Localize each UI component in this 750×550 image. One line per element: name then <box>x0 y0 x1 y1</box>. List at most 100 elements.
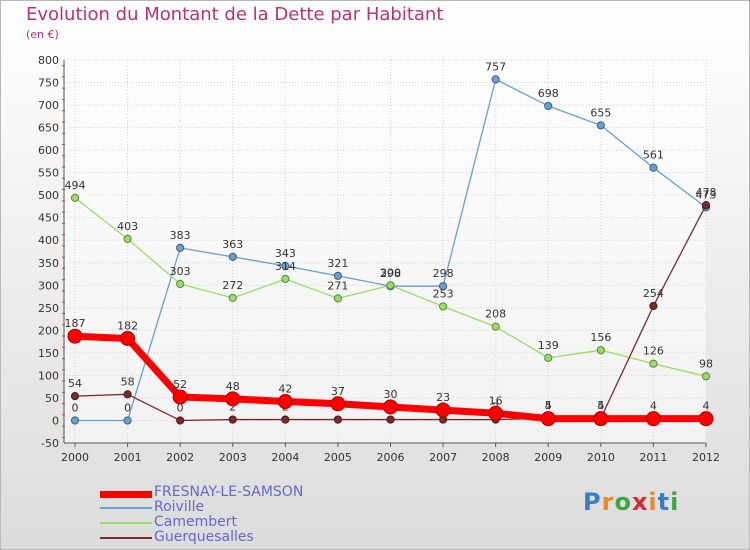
chart-title: Evolution du Montant de la Dette par Hab… <box>26 4 444 25</box>
y-tick-label: 300 <box>38 279 59 292</box>
y-tick-label: 150 <box>38 347 59 360</box>
data-label-roiville: 473 <box>696 188 717 201</box>
data-point-roiville <box>228 252 237 262</box>
y-tick-label: 450 <box>38 212 59 225</box>
data-label-roiville: 0 <box>72 401 79 414</box>
data-point-roiville <box>70 416 80 425</box>
data-point-camembert <box>123 234 132 243</box>
x-tick-label: 2001 <box>114 451 142 464</box>
data-point-camembert <box>701 372 711 381</box>
data-point-roiville <box>596 121 605 130</box>
proxiti-logo: Proxiti <box>583 488 679 516</box>
y-tick-label: 250 <box>38 302 59 315</box>
data-label-guerquesalles: 2 <box>229 401 236 414</box>
y-tick-label: 650 <box>38 122 59 135</box>
logo-letter: t <box>657 488 671 516</box>
data-point-roiville <box>281 261 290 271</box>
data-point-roiville <box>649 163 658 172</box>
x-tick-label: 2000 <box>61 451 89 464</box>
data-point-roiville <box>544 101 553 111</box>
data-label-camembert: 208 <box>485 308 506 321</box>
data-label-fresnay-le-samson: 4 <box>650 400 657 413</box>
data-point-camembert <box>386 281 395 290</box>
y-tick-label: 0 <box>52 414 59 427</box>
y-tick-label: 350 <box>38 257 59 270</box>
data-point-camembert <box>333 294 343 303</box>
logo-letter: o <box>614 488 632 516</box>
y-tick-label: 750 <box>38 77 59 90</box>
data-point-guerquesalles <box>176 416 185 425</box>
data-point-camembert <box>596 346 605 355</box>
data-label-roiville: 0 <box>124 401 131 414</box>
data-label-roiville: 321 <box>327 257 348 270</box>
x-tick-label: 2005 <box>324 451 352 464</box>
legend-swatch <box>100 490 152 498</box>
data-label-fresnay-le-samson: 4 <box>703 400 710 413</box>
data-label-camembert: 272 <box>222 279 243 292</box>
data-label-camembert: 156 <box>590 331 611 344</box>
chart-subtitle: (en €) <box>26 28 59 41</box>
x-tick-label: 2003 <box>219 451 247 464</box>
y-tick-label: 100 <box>38 369 59 382</box>
data-label-roiville: 757 <box>485 60 506 73</box>
data-point-guerquesalles <box>281 415 290 424</box>
data-label-roiville: 363 <box>222 238 243 251</box>
logo-letter: i <box>670 488 680 516</box>
y-tick-label: 200 <box>38 324 59 337</box>
data-point-camembert <box>491 322 500 331</box>
data-label-camembert: 314 <box>275 260 296 273</box>
data-label-roiville: 343 <box>275 247 296 260</box>
data-point-camembert <box>281 274 290 284</box>
data-point-guerquesalles <box>228 415 237 424</box>
data-label-fresnay-le-samson: 48 <box>226 380 240 393</box>
x-tick-label: 2008 <box>482 451 510 464</box>
y-tick-label: 800 <box>38 54 59 67</box>
x-tick-label: 2007 <box>429 451 457 464</box>
data-label-guerquesalles: 58 <box>121 375 135 388</box>
data-point-fresnay-le-samson <box>435 402 451 418</box>
y-tick-label: -50 <box>41 437 59 450</box>
x-tick-label: 2009 <box>534 451 562 464</box>
data-point-fresnay-le-samson <box>172 389 188 405</box>
data-point-fresnay-le-samson <box>383 399 398 415</box>
data-label-roiville: 698 <box>538 87 559 100</box>
data-point-camembert <box>176 279 185 289</box>
legend-label: FRESNAY-LE-SAMSON <box>154 484 304 500</box>
data-label-roiville: 655 <box>590 106 611 119</box>
data-point-camembert <box>438 302 448 311</box>
legend-label: Guerquesalles <box>154 529 254 545</box>
data-label-camembert: 126 <box>643 345 664 358</box>
legend-swatch <box>100 522 152 524</box>
data-label-guerquesalles: 5 <box>597 399 604 412</box>
y-tick-label: 500 <box>38 189 59 202</box>
data-label-camembert: 300 <box>380 266 401 279</box>
data-label-fresnay-le-samson: 182 <box>117 319 138 332</box>
data-point-guerquesalles <box>649 301 658 311</box>
data-label-camembert: 403 <box>117 220 138 233</box>
legend-swatch <box>100 537 152 539</box>
x-tick-label: 2002 <box>166 451 194 464</box>
data-label-camembert: 98 <box>699 357 713 370</box>
data-label-fresnay-le-samson: 23 <box>436 391 450 404</box>
x-tick-label: 2006 <box>377 451 405 464</box>
data-point-roiville <box>123 416 132 425</box>
data-label-guerquesalles: 254 <box>643 287 664 300</box>
data-label-fresnay-le-samson: 187 <box>65 317 86 330</box>
data-label-camembert: 303 <box>170 265 191 278</box>
data-label-roiville: 383 <box>170 229 191 242</box>
data-point-fresnay-le-samson <box>330 396 346 412</box>
data-label-roiville: 298 <box>380 267 401 280</box>
data-point-guerquesalles <box>386 415 395 424</box>
y-tick-label: 400 <box>38 234 59 247</box>
data-point-guerquesalles <box>333 415 343 424</box>
data-label-roiville: 298 <box>433 267 454 280</box>
data-label-guerquesalles: 54 <box>68 377 82 390</box>
data-point-fresnay-le-samson <box>593 411 609 427</box>
logo-letter: P <box>583 488 602 516</box>
data-label-fresnay-le-samson: 42 <box>278 383 292 396</box>
data-label-fresnay-le-samson: 37 <box>331 385 345 398</box>
data-point-guerquesalles <box>70 392 80 401</box>
data-label-camembert: 494 <box>65 179 86 192</box>
data-point-camembert <box>228 293 237 303</box>
